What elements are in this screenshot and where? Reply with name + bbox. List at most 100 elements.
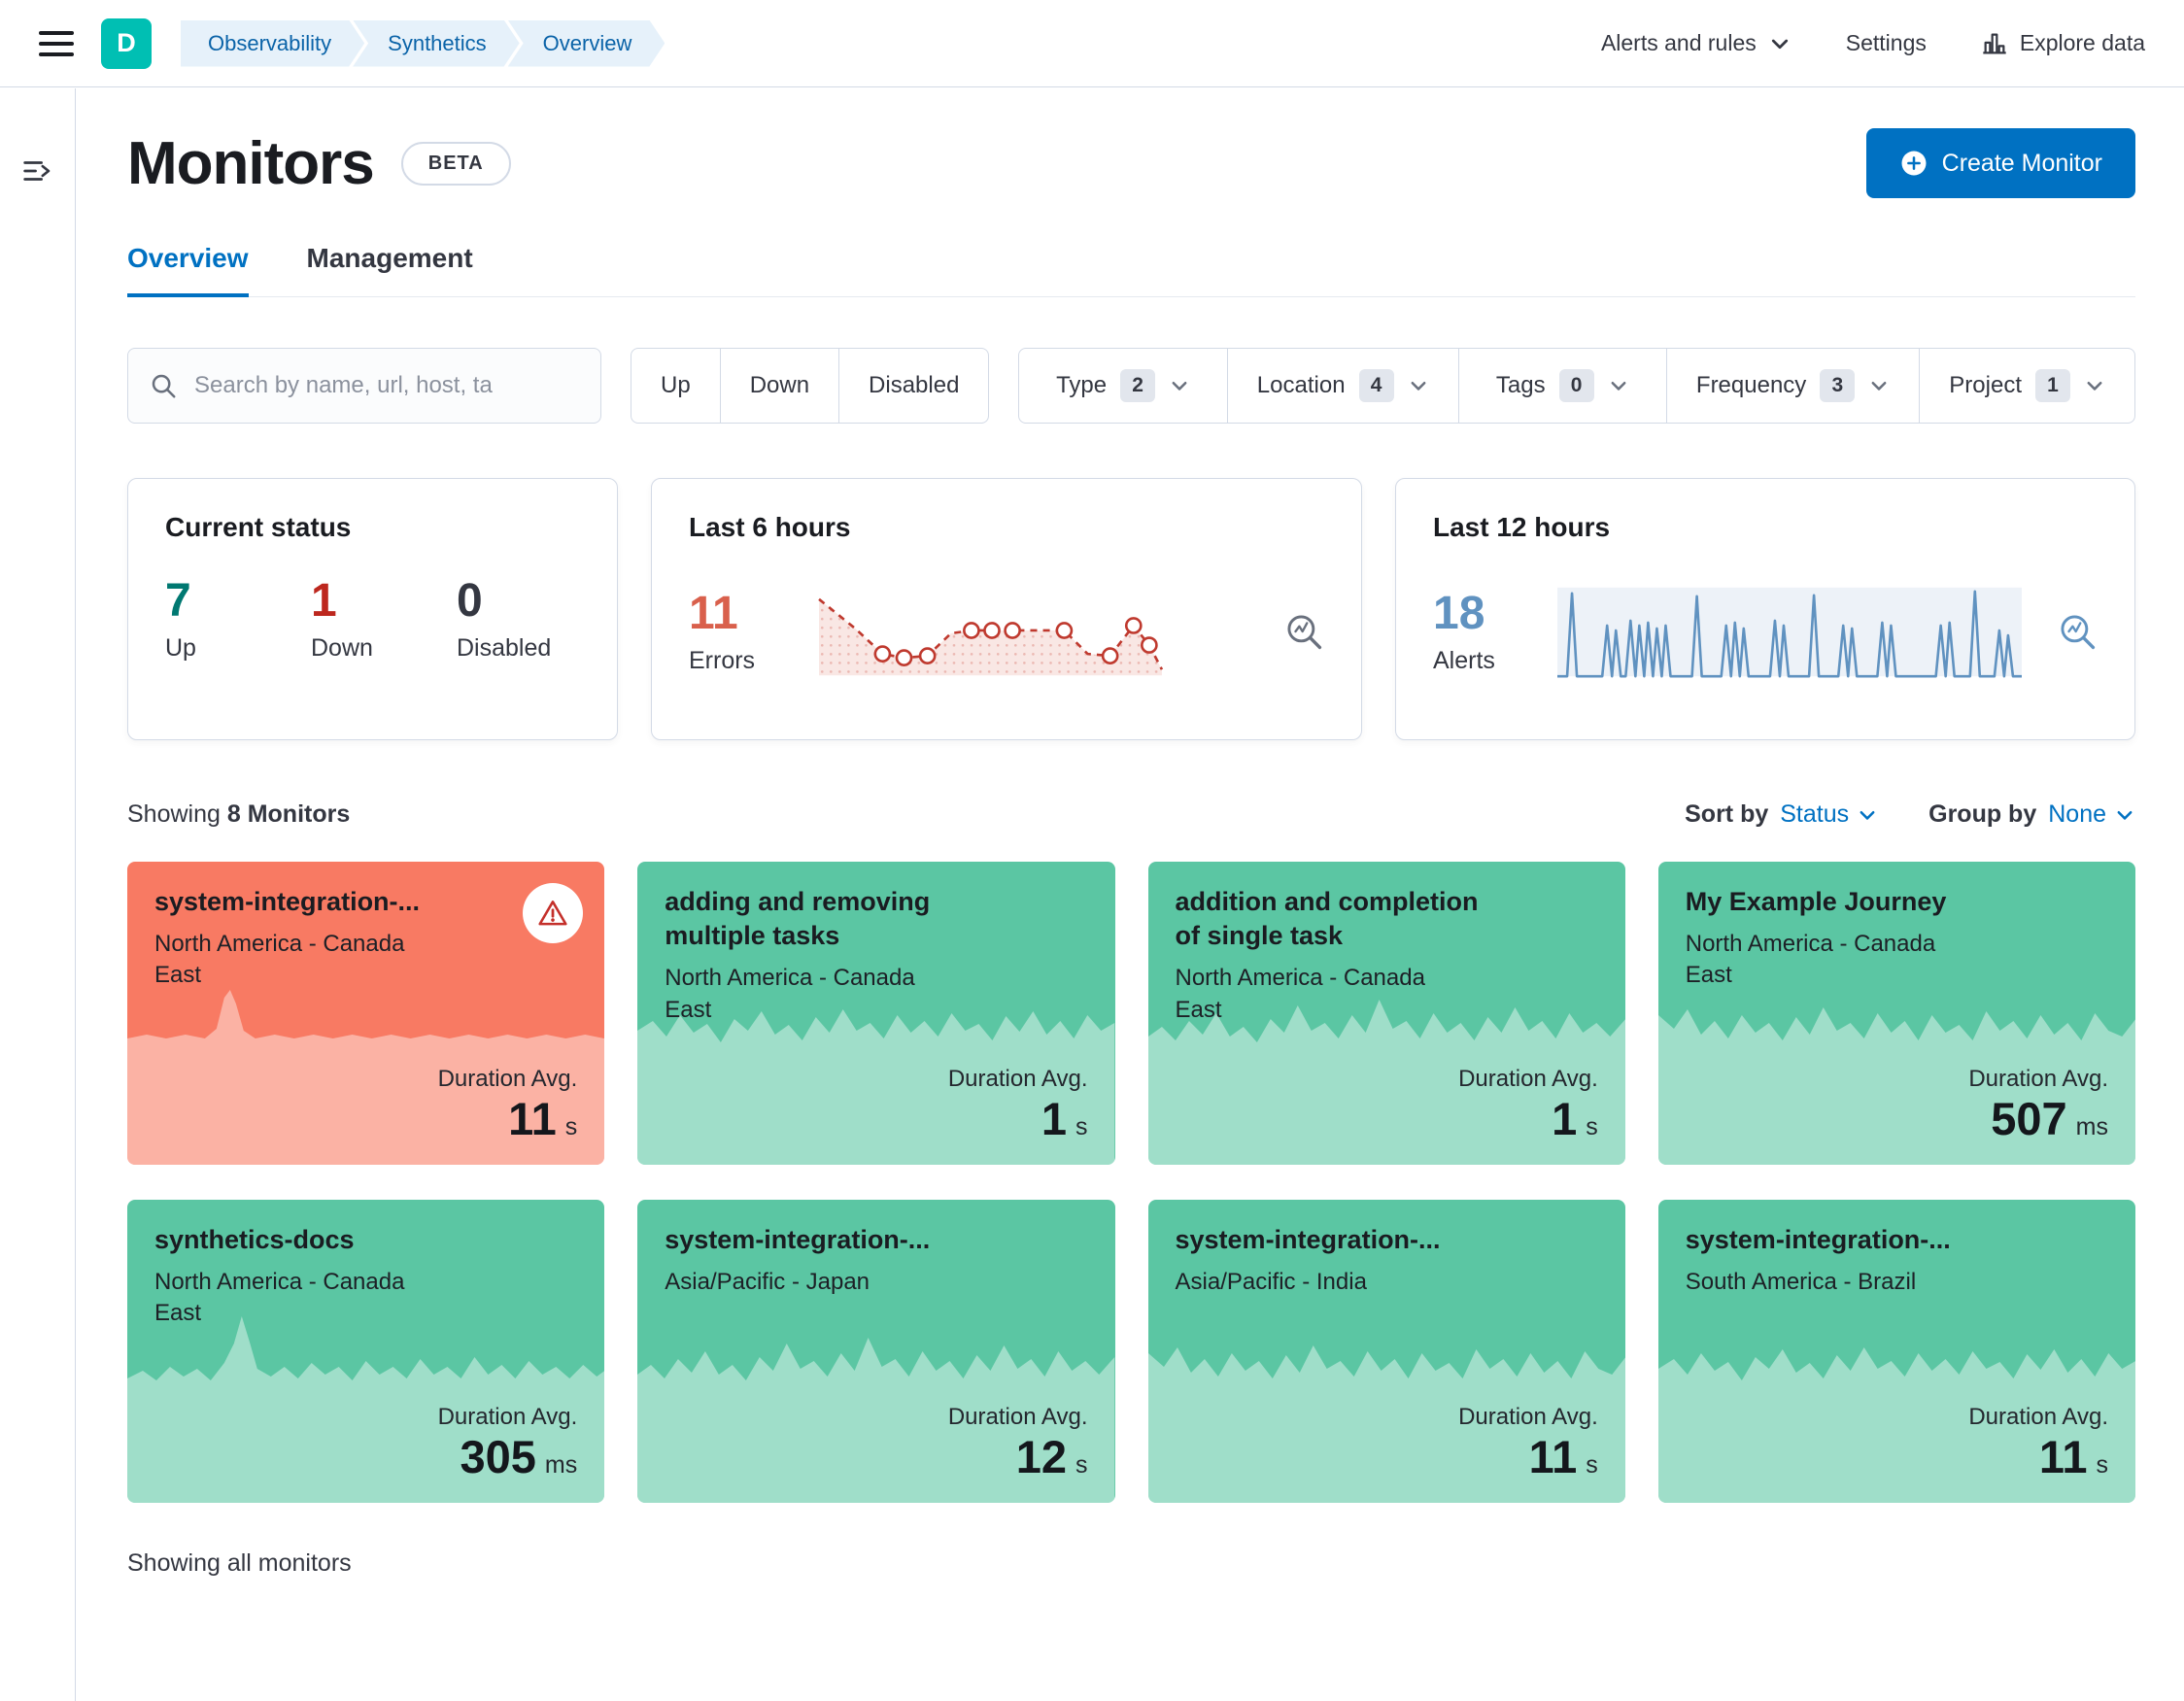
monitor-card-8[interactable]: system-integration-... South America - B… [1657,1200,2135,1503]
filter-count-badge: 0 [1558,369,1594,402]
inspect-alerts-button[interactable] [2057,611,2098,655]
breadcrumb-observability[interactable]: Observability [181,20,364,67]
page-title: Monitors [127,129,375,197]
filter-label: Type [1056,372,1108,398]
main-content: Monitors BETA Create Monitor Overview Ma… [77,87,2184,1607]
duration-unit: ms [2075,1112,2108,1140]
monitor-duration: Duration Avg. 305 ms [438,1404,578,1483]
space-avatar[interactable]: D [101,17,152,69]
alerts-count: 18 [1433,587,1485,639]
menu-icon[interactable] [37,27,76,60]
showing-all-monitors-text: Showing all monitors [127,1549,352,1577]
filter-location[interactable]: Location 4 [1227,348,1459,424]
filter-tags[interactable]: Tags 0 [1458,348,1667,424]
duration-value: 507 [1991,1092,2067,1144]
duration-unit: s [2096,1450,2109,1479]
monitor-duration: Duration Avg. 1 s [1458,1066,1598,1145]
explore-data-label: Explore data [2019,30,2145,55]
settings-label: Settings [1845,30,1927,55]
topbar-actions: Alerts and rules Settings Explore data [1601,30,2145,57]
monitor-name: system-integration-... [1175,1225,1441,1254]
tabs: Overview Management [127,243,2135,297]
duration-value: 11 [2038,1430,2088,1482]
chevron-down-icon [1871,382,1887,391]
errors-sparkline-chart [818,597,1164,675]
bar-chart-icon [1983,33,2006,53]
last-6-hours-title: Last 6 hours [689,512,851,542]
monitor-card-5[interactable]: synthetics-docs North America - Canada E… [127,1200,605,1503]
filter-group: Type 2 Location 4 Tags 0 Frequency 3 Project 1 [1018,348,2135,424]
duration-avg-label: Duration Avg. [1458,1065,1598,1092]
monitor-card-6[interactable]: system-integration-... Asia/Pacific - Ja… [637,1200,1115,1503]
last-12-hours-card: Last 12 hours 18 Alerts [1395,478,2135,740]
monitor-card-7[interactable]: system-integration-... Asia/Pacific - In… [1147,1200,1625,1503]
search-icon [152,374,176,398]
duration-unit: s [1075,1112,1088,1140]
monitor-duration: Duration Avg. 507 ms [1968,1066,2108,1145]
list-header: Showing 8 Monitors Sort by Status Group … [127,800,2135,829]
stat-disabled: 0 Disabled [457,578,551,663]
summary-row: Current status 7 Up 1 Down 0 Disabled La… [127,478,2135,740]
duration-value: 11 [508,1092,557,1144]
monitor-warning-badge [523,883,584,943]
current-status-title: Current status [165,512,352,542]
monitor-name: system-integration-... [665,1225,931,1254]
tab-overview[interactable]: Overview [127,243,249,297]
monitor-card-2[interactable]: adding and removing multiple tasks North… [637,862,1115,1165]
monitor-count: 8 Monitors [226,800,351,828]
sort-by-select[interactable]: Status [1780,800,1878,829]
chevron-down-icon [1611,382,1626,391]
create-monitor-button[interactable]: Create Monitor [1865,128,2135,198]
errors-stat: 11 Errors [689,590,778,675]
monitor-duration: Duration Avg. 11 s [1968,1404,2108,1483]
chevron-down-icon [1771,39,1788,49]
monitor-card-1[interactable]: system-integration-... North America - C… [127,862,605,1165]
create-monitor-label: Create Monitor [1941,149,2102,177]
filter-count-badge: 2 [1120,369,1156,402]
alerts-and-rules-label: Alerts and rules [1600,30,1757,55]
breadcrumb-overview[interactable]: Overview [508,20,665,67]
duration-avg-label: Duration Avg. [947,1403,1088,1430]
monitor-duration: Duration Avg. 11 s [438,1066,578,1145]
monitor-location: Asia/Pacific - Japan [665,1269,870,1296]
monitor-card-3[interactable]: addition and completion of single task N… [1147,862,1625,1165]
up-label: Up [165,634,196,662]
status-filter-group: Up Down Disabled [631,348,990,424]
filter-count-badge: 1 [2035,369,2070,402]
inspect-errors-button[interactable] [1283,611,1324,655]
group-by-select[interactable]: None [2048,800,2135,829]
expand-sidebar-icon[interactable] [17,151,59,193]
tab-management[interactable]: Management [307,243,473,297]
duration-value: 11 [1528,1430,1578,1482]
monitor-location: North America - Canada East [665,965,915,1023]
filter-type[interactable]: Type 2 [1018,348,1228,424]
status-filter-up[interactable]: Up [631,348,721,424]
filter-project[interactable]: Project 1 [1920,348,2135,424]
monitor-card-4[interactable]: My Example Journey North America - Canad… [1657,862,2135,1165]
monitor-name: system-integration-... [154,887,421,916]
filter-frequency[interactable]: Frequency 3 [1666,348,1921,424]
breadcrumb-synthetics[interactable]: Synthetics [353,20,520,67]
search-box [127,348,601,424]
duration-unit: s [1075,1450,1088,1479]
topbar: D Observability Synthetics Overview Aler… [0,0,2184,87]
current-status-card: Current status 7 Up 1 Down 0 Disabled [127,478,618,740]
chevron-down-icon [2117,810,2133,820]
filter-label: Project [1949,372,2022,398]
settings-link[interactable]: Settings [1846,30,1927,56]
duration-value: 305 [460,1430,536,1482]
status-filter-down[interactable]: Down [720,348,840,424]
alert-triangle-icon [538,901,567,926]
status-filter-disabled[interactable]: Disabled [839,348,990,424]
duration-avg-label: Duration Avg. [1968,1403,2108,1430]
breadcrumb: Observability Synthetics Overview [181,20,665,67]
filter-label: Frequency [1695,372,1807,398]
alerts-label: Alerts [1433,646,1495,674]
alerts-and-rules-menu[interactable]: Alerts and rules [1601,30,1792,56]
showing-monitors-text: Showing 8 Monitors [127,800,351,828]
explore-data-link[interactable]: Explore data [1981,30,2145,57]
search-input[interactable] [127,348,601,424]
monitor-name: adding and removing multiple tasks [665,887,931,951]
plus-in-circle-icon [1901,151,1927,176]
filter-label: Location [1256,372,1346,398]
